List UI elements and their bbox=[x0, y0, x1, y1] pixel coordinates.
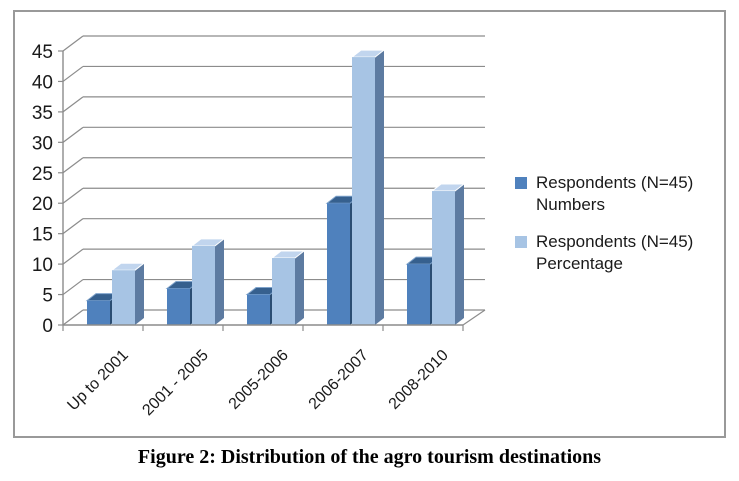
bar-side-face bbox=[375, 50, 384, 325]
gridline-depth bbox=[62, 126, 84, 143]
series1-swatch-icon bbox=[515, 177, 527, 189]
legend-label-percentage: Respondents (N=45) Percentage bbox=[536, 231, 693, 275]
bar-side-face bbox=[295, 251, 304, 325]
gridline-depth bbox=[62, 65, 84, 82]
y-tick-label: 25 bbox=[32, 164, 53, 185]
bar bbox=[87, 300, 110, 325]
legend-line2: Percentage bbox=[536, 254, 623, 273]
y-tick-label: 0 bbox=[42, 316, 53, 337]
chart-legend: Respondents (N=45) Numbers Respondents (… bbox=[515, 172, 715, 290]
series2-swatch-icon bbox=[515, 236, 527, 248]
x-category-label: 2001 - 2005 bbox=[139, 347, 211, 419]
x-category-label: 2006-2007 bbox=[306, 347, 372, 413]
y-tick-label: 20 bbox=[32, 194, 53, 215]
bar-side-face bbox=[135, 263, 144, 325]
legend-label-numbers: Respondents (N=45) Numbers bbox=[536, 172, 693, 216]
gridline-depth bbox=[62, 157, 84, 174]
y-tick-label: 15 bbox=[32, 225, 53, 246]
bar bbox=[112, 270, 135, 325]
bar bbox=[407, 264, 430, 325]
gridline-depth bbox=[62, 309, 84, 326]
bar bbox=[247, 294, 270, 325]
legend-item-percentage: Respondents (N=45) Percentage bbox=[515, 231, 715, 275]
bar bbox=[272, 258, 295, 325]
bar bbox=[352, 57, 375, 325]
y-tick-label: 30 bbox=[32, 133, 53, 154]
gridline-depth bbox=[62, 96, 84, 113]
figure-caption: Figure 2: Distribution of the agro touri… bbox=[137, 446, 602, 468]
bar-side-face bbox=[455, 184, 464, 325]
bar bbox=[327, 203, 350, 325]
legend-item-numbers: Respondents (N=45) Numbers bbox=[515, 172, 715, 216]
gridline-depth bbox=[62, 279, 84, 296]
x-category-label: 2005-2006 bbox=[226, 347, 292, 413]
y-tick-label: 10 bbox=[32, 255, 53, 276]
bar bbox=[192, 245, 215, 325]
gridline-depth bbox=[62, 218, 84, 235]
floor-depth-edge bbox=[462, 309, 486, 326]
y-tick-label: 35 bbox=[32, 103, 53, 124]
gridline-depth bbox=[62, 248, 84, 265]
bar bbox=[167, 288, 190, 325]
legend-line2: Numbers bbox=[536, 195, 605, 214]
y-tick-label: 5 bbox=[42, 286, 53, 307]
bar-side-face bbox=[215, 238, 224, 325]
gridline-depth bbox=[62, 187, 84, 204]
legend-line1: Respondents (N=45) bbox=[536, 232, 694, 251]
legend-line1: Respondents (N=45) bbox=[536, 173, 694, 192]
gridline-depth bbox=[62, 35, 84, 52]
y-tick-label: 40 bbox=[32, 72, 53, 93]
x-category-label: 2008-2010 bbox=[386, 347, 452, 413]
bar bbox=[432, 191, 455, 325]
x-category-label: Up to 2001 bbox=[64, 347, 131, 414]
y-tick-label: 45 bbox=[32, 42, 53, 63]
